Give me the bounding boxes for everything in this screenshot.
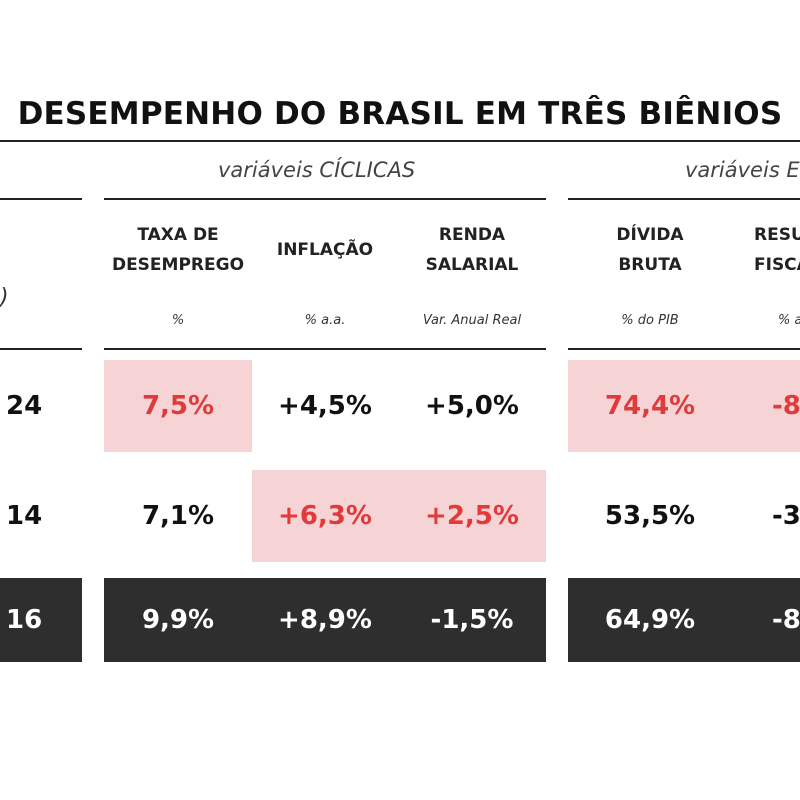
group-label-second: variáveis E <box>685 158 800 182</box>
unit-desemprego: % <box>171 313 185 328</box>
row-label-3: 16 <box>0 578 82 662</box>
cell-r1-divida: 74,4% <box>568 360 732 452</box>
col-header-renda-line2: SALARIAL <box>425 255 519 275</box>
header-rule-ciclicas <box>104 348 546 350</box>
col-header-resultado-line1: RESU <box>754 225 800 245</box>
row-label-2: 14 <box>6 501 43 531</box>
title-underline <box>0 140 800 142</box>
cell-r1-inflacao: +4,5% <box>278 391 372 421</box>
cell-r3-divida: 64,9% <box>604 605 696 635</box>
dark-band-second <box>568 578 800 662</box>
cell-r1-renda: +5,0% <box>425 391 519 421</box>
col-header-desemprego-line1: TAXA DE <box>137 225 219 245</box>
col-header-renda: RENDA SALARIAL <box>398 220 546 280</box>
unit-resultado: % a <box>778 313 800 328</box>
cell-r1-desemprego: 7,5% <box>104 360 252 452</box>
cell-r2-desemprego: 7,1% <box>141 501 215 531</box>
col-header-desemprego-line2: DESEMPREGO <box>111 255 245 275</box>
cell-r3-desemprego: 9,9% <box>141 605 215 635</box>
col-header-divida: DÍVIDA BRUTA <box>568 220 732 280</box>
col-header-desemprego: TAXA DE DESEMPREGO <box>104 220 252 280</box>
group-label-ciclicas: variáveis CÍCLICAS <box>218 158 416 182</box>
cell-r2-divida: 53,5% <box>604 501 696 531</box>
unit-inflacao: % a.a. <box>304 313 346 328</box>
group-rule-ciclicas <box>104 198 546 200</box>
header-rule-second <box>568 348 800 350</box>
col-header-inflacao-line1: INFLAÇÃO <box>276 240 374 260</box>
row-label-header-fragment: ) <box>0 285 9 310</box>
group-rule-left <box>0 198 82 200</box>
unit-divida: % do PIB <box>621 313 679 328</box>
cell-r1-resultado: -8 <box>732 360 800 452</box>
cell-r2-renda: +2,5% <box>398 470 546 562</box>
cell-r2-inflacao: +6,3% <box>252 470 398 562</box>
col-header-renda-line1: RENDA <box>438 225 506 245</box>
col-header-resultado: RESU FISCA <box>732 220 800 280</box>
col-header-divida-line1: DÍVIDA <box>616 225 684 245</box>
cell-r2-resultado: -3 <box>772 501 800 531</box>
cell-r3-resultado: -8 <box>772 605 800 635</box>
col-header-inflacao: INFLAÇÃO <box>252 235 398 265</box>
dark-band-ciclicas <box>104 578 546 662</box>
unit-renda: Var. Anual Real <box>422 313 522 328</box>
cell-r3-inflacao: +8,9% <box>278 605 372 635</box>
group-rule-second <box>568 198 800 200</box>
cell-r3-renda: -1,5% <box>430 605 514 635</box>
header-rule-left <box>0 348 82 350</box>
row-label-1: 24 <box>6 391 43 421</box>
col-header-resultado-line2: FISCA <box>754 255 800 275</box>
col-header-divida-line2: BRUTA <box>618 255 682 275</box>
table-title: DESEMPENHO DO BRASIL EM TRÊS BIÊNIOS <box>17 96 783 132</box>
